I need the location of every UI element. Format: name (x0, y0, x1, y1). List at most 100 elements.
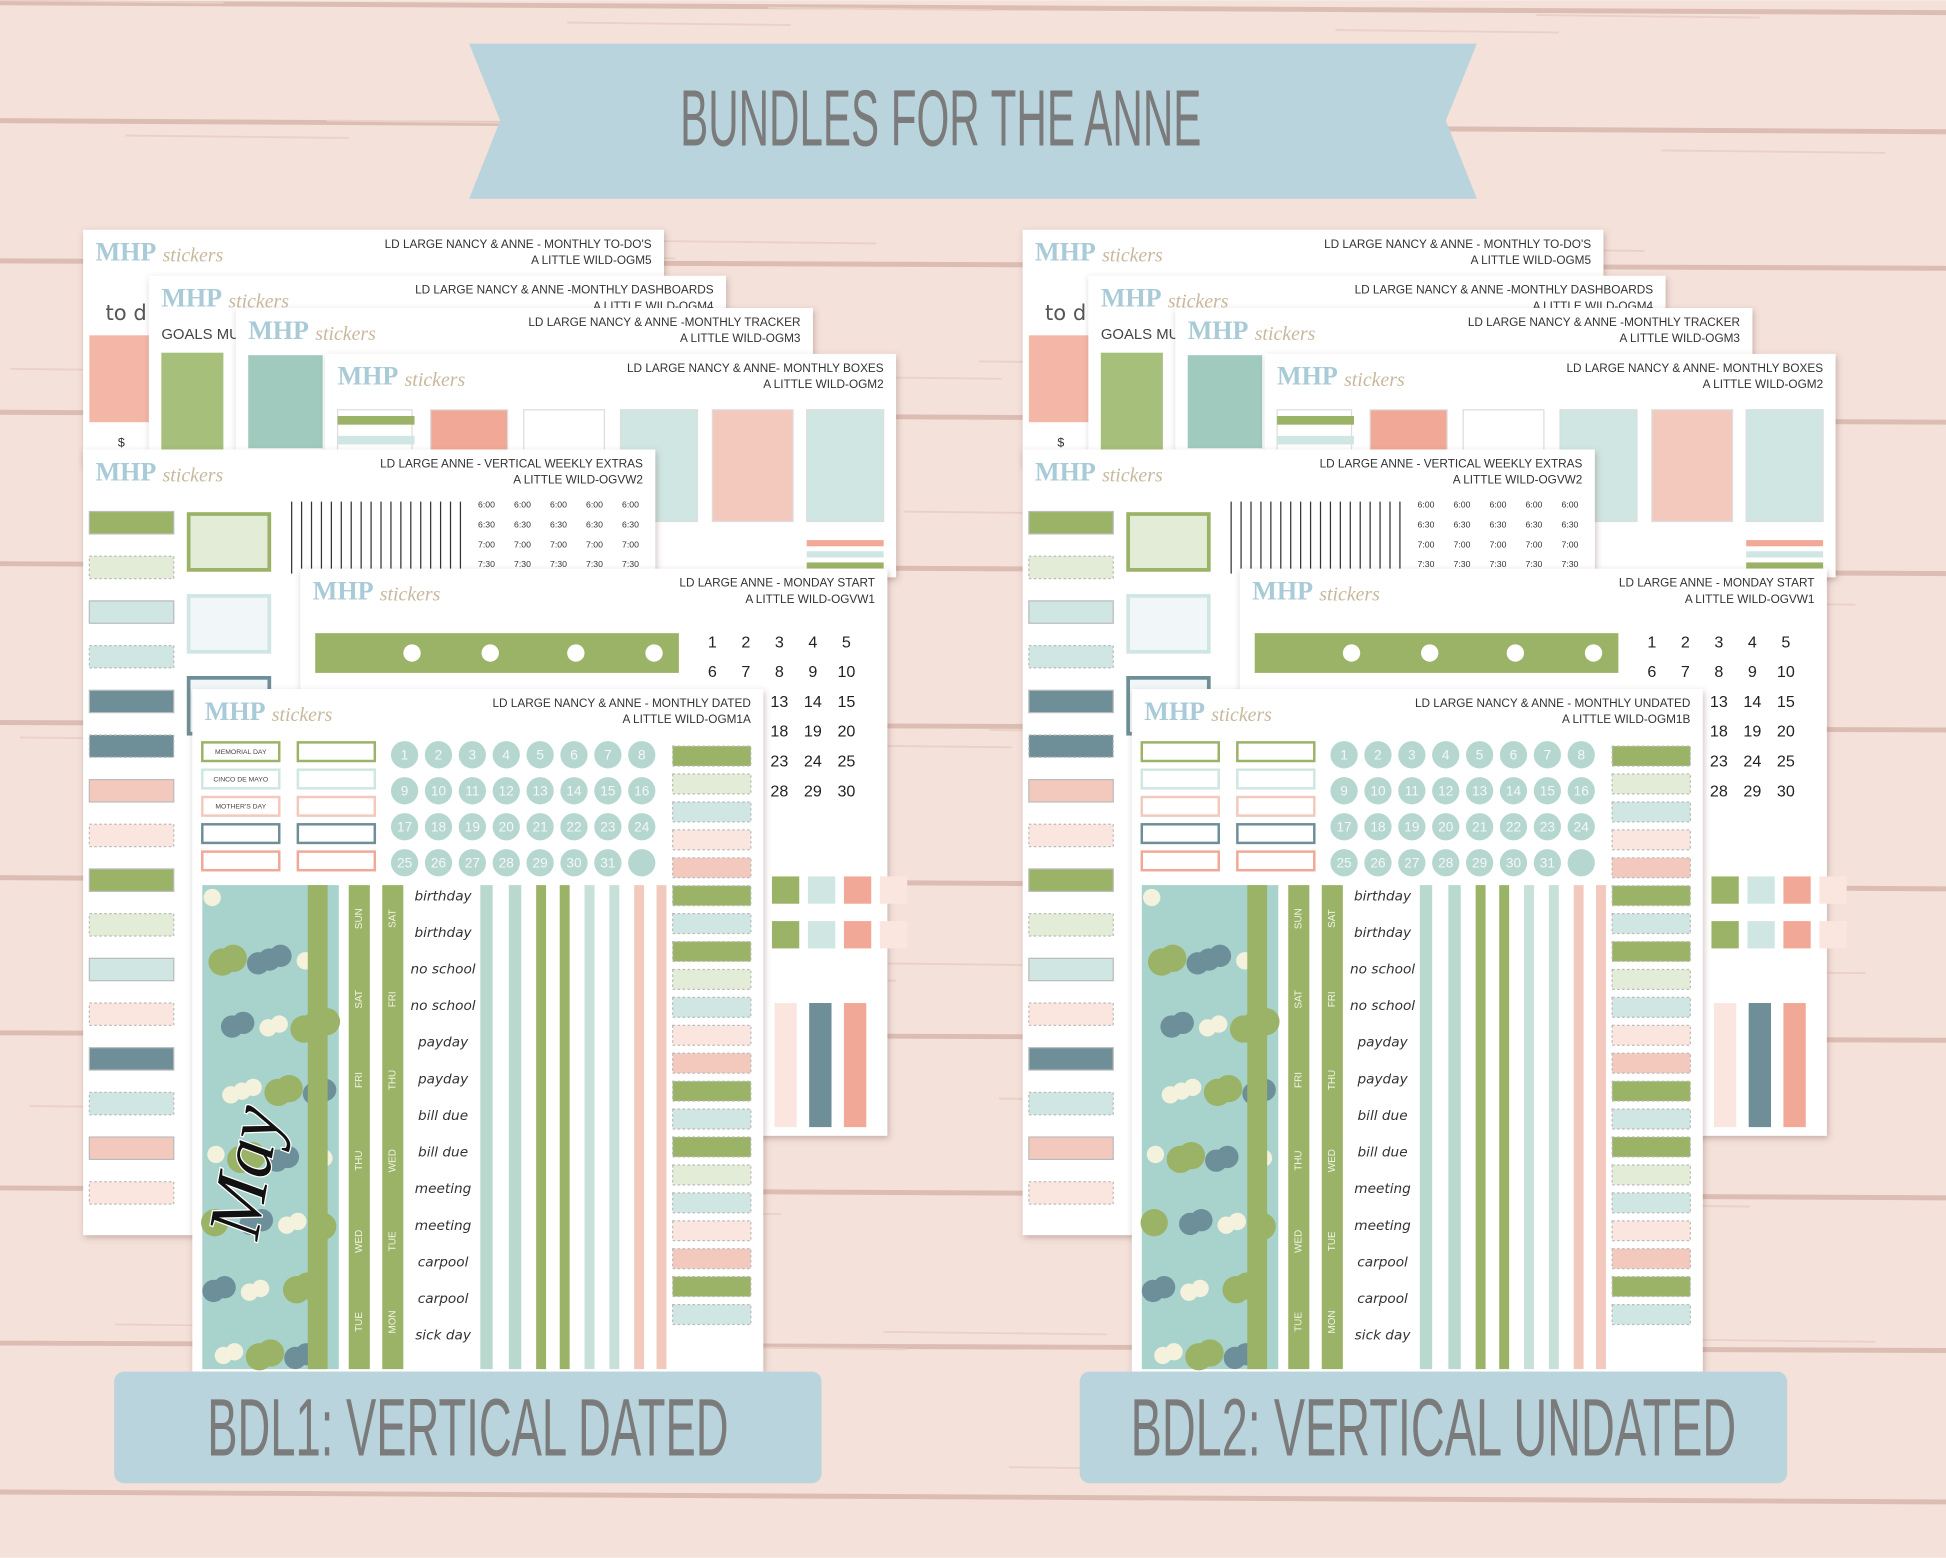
date-circle (594, 741, 622, 769)
strip-sticker (1611, 968, 1691, 990)
label-sticker (296, 823, 377, 845)
box-sticker (1126, 594, 1211, 654)
weekday-label: TUE (354, 1312, 365, 1332)
bar-dot (567, 644, 585, 662)
word-sticker: no school (411, 962, 476, 978)
bar-dot (1584, 644, 1603, 662)
date-circle (458, 777, 487, 805)
weekday-label: FRI (387, 991, 398, 1007)
sheet-subtitle: A LITTLE WILD-OGM5 (1471, 254, 1592, 267)
time-label: 7:00 (1562, 539, 1579, 549)
date-circle (1465, 741, 1494, 769)
day-number: 8 (1714, 663, 1723, 681)
day-number: 9 (808, 663, 817, 681)
sticker (88, 600, 175, 624)
sheet-subtitle: A LITTLE WILD-OGVW1 (1685, 593, 1815, 606)
date-label: 10 (1370, 784, 1386, 799)
brand-script: stickers (272, 704, 333, 726)
date-label: 5 (1476, 748, 1484, 763)
flower (1228, 1212, 1247, 1231)
strip-sticker (672, 829, 752, 851)
sticker (1028, 644, 1114, 669)
time-label: 6:00 (514, 500, 531, 510)
washi-strip (536, 885, 547, 1370)
time-label: 7:00 (550, 539, 567, 549)
flag-sticker (1819, 921, 1847, 949)
sticker (88, 510, 175, 535)
flower (1143, 888, 1161, 907)
word-sticker: payday (1356, 1035, 1408, 1051)
date-circle (390, 741, 419, 769)
label-sticker (1236, 823, 1316, 845)
brand: MHP (1188, 316, 1249, 345)
sheet-subtitle: A LITTLE WILD-OGM2 (763, 378, 883, 391)
brand-script: stickers (163, 464, 224, 486)
brand: MHP (1252, 576, 1313, 605)
sticker (1746, 562, 1824, 569)
sticker (1028, 1091, 1114, 1116)
word-sticker: carpool (418, 1254, 469, 1270)
time-label: 6:30 (1562, 519, 1579, 529)
time-label: 6:30 (1454, 519, 1471, 529)
sticker (88, 734, 175, 758)
time-label: 7:30 (586, 559, 603, 569)
sheet-title: LD LARGE NANCY & ANNE -MONTHLY TRACKER (1468, 316, 1740, 329)
day-number: 19 (1743, 723, 1761, 741)
flower (238, 1142, 266, 1170)
day-number: 15 (1777, 693, 1795, 711)
flower (276, 1145, 300, 1169)
date-circle (1432, 849, 1460, 877)
bundles: MHP stickers LD LARGE NANCY & ANNE - MONTH… (83, 229, 1847, 1484)
date-circle (1432, 813, 1460, 841)
weekday-label: SAT (1293, 990, 1304, 1009)
word-sticker: carpool (418, 1291, 469, 1307)
bundle-label-box (1079, 1371, 1788, 1484)
date-label: 1 (401, 748, 409, 763)
day-number: 28 (770, 782, 788, 800)
box-sticker (1126, 512, 1211, 572)
day-number: 9 (1748, 663, 1757, 681)
banner (469, 43, 1477, 199)
date-circle (628, 813, 656, 841)
date-circle (424, 813, 453, 841)
label-sticker (1140, 850, 1220, 872)
sticker (806, 562, 884, 569)
floral-block (1100, 352, 1163, 452)
sheet-subtitle: A LITTLE WILD-OGVW2 (513, 474, 643, 487)
strip-edge (1247, 885, 1268, 1370)
word-sticker: payday (417, 1071, 469, 1087)
word-sticker: sick day (415, 1328, 472, 1344)
word-sticker: carpool (1357, 1254, 1408, 1270)
holiday-label: MEMORIAL DAY (215, 749, 267, 756)
strip-sticker (1611, 1192, 1691, 1214)
time-label: 7:00 (514, 539, 531, 549)
label-sticker (201, 768, 281, 790)
time-label: 6:30 (478, 519, 495, 529)
flower (201, 1209, 229, 1237)
flower (250, 1209, 274, 1232)
time-label: 6:00 (1490, 500, 1507, 510)
day-number: 23 (1710, 753, 1728, 771)
sheet-title: LD LARGE NANCY & ANNE - MONTHLY TO-DO'S (385, 238, 652, 251)
sheet-title: LD LARGE NANCY & ANNE- MONTHLY BOXES (627, 362, 884, 375)
wood-grain (0, 0, 224, 4)
day-number: 19 (804, 723, 822, 741)
stripe (337, 415, 415, 425)
day-number: 30 (1777, 782, 1795, 800)
washi-strip (634, 885, 645, 1370)
word-sticker: birthday (414, 888, 472, 904)
flag-sticker (771, 921, 800, 949)
date-circle (1364, 777, 1392, 805)
date-circle (424, 741, 453, 769)
brand-script: stickers (1102, 245, 1163, 267)
gingham (1187, 355, 1263, 449)
weekday-strip (1321, 885, 1343, 1370)
washi-strip (1524, 885, 1534, 1370)
flag-sticker (1711, 921, 1739, 949)
time-label: 6:30 (1526, 519, 1543, 529)
day-number: 14 (804, 693, 822, 711)
sticker-sheet: MHP stickers LD LARGE NANCY & ANNE - MONTH… (1131, 689, 1703, 1372)
day-number: 5 (842, 633, 851, 651)
wood-grain (1335, 29, 1559, 34)
sticker (88, 913, 175, 937)
